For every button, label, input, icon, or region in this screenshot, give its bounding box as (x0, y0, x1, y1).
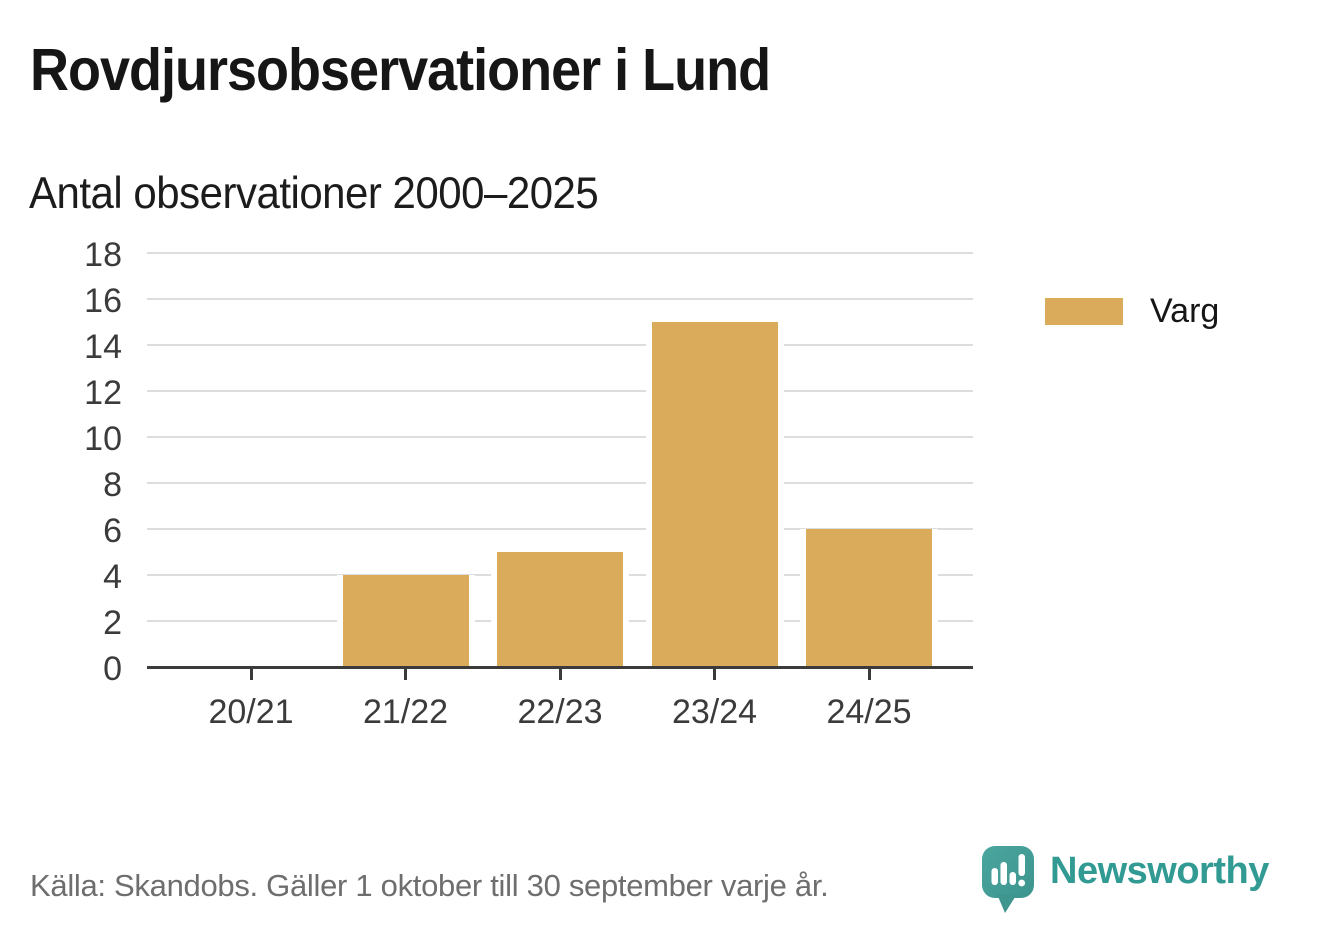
gridline-y18 (147, 252, 973, 254)
x-axis-label-20/21: 20/21 (208, 693, 294, 731)
gridline-y12 (147, 390, 973, 392)
x-axis-label-22/23: 22/23 (517, 693, 603, 731)
bar-24/25 (800, 529, 938, 667)
x-axis-tick-23/24 (713, 669, 716, 680)
chart-title: Rovdjursobservationer i Lund (30, 37, 771, 104)
gridline-y6 (147, 528, 973, 530)
gridline-y16 (147, 298, 973, 300)
x-axis-line (147, 666, 973, 669)
x-axis-tick-20/21 (249, 669, 253, 680)
y-axis-label-2: 2 (103, 604, 122, 642)
y-axis-label-10: 10 (84, 420, 122, 458)
legend-label-varg: Varg (1150, 292, 1220, 330)
newsworthy-wordmark: Newsworthy (1050, 850, 1269, 892)
x-axis-label-21/22: 21/22 (362, 693, 449, 731)
chart-subtitle: Antal observationer 2000–2025 (29, 168, 599, 218)
y-axis-label-12: 12 (84, 374, 122, 412)
y-axis-label-4: 4 (103, 558, 122, 596)
gridline-y8 (147, 482, 973, 484)
x-axis-label-23/24: 23/24 (671, 693, 758, 731)
legend-swatch-varg (1045, 297, 1123, 325)
bar-22/23 (491, 552, 629, 667)
newsworthy-logo: Newsworthy (982, 846, 1269, 914)
y-axis-label-6: 6 (103, 512, 122, 550)
x-axis-tick-21/22 (404, 669, 407, 680)
x-axis-tick-22/23 (558, 669, 562, 680)
chart-legend: Varg (1045, 294, 1219, 328)
y-axis-label-0: 0 (103, 650, 122, 688)
y-axis-label-14: 14 (84, 328, 122, 366)
newsworthy-speech-bubble-icon (982, 846, 1034, 913)
gridline-y14 (147, 344, 973, 346)
bar-23/24 (645, 322, 784, 667)
y-axis-label-8: 8 (103, 466, 122, 504)
source-attribution: Källa: Skandobs. Gäller 1 oktober till 3… (30, 868, 829, 903)
x-axis-label-24/25: 24/25 (826, 693, 912, 731)
y-axis-label-16: 16 (84, 282, 122, 320)
y-axis-label-18: 18 (84, 236, 122, 274)
gridline-y10 (147, 436, 973, 438)
x-axis-tick-24/25 (867, 669, 871, 680)
bar-21/22 (336, 575, 475, 667)
